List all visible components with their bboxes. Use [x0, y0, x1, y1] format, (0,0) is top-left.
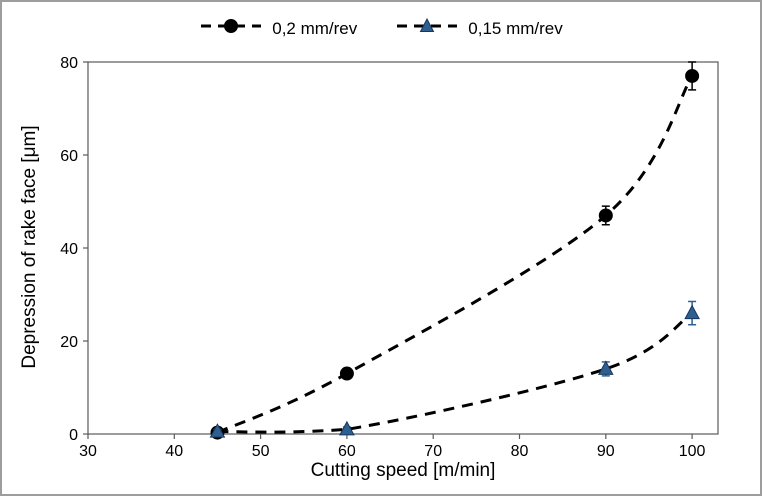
x-tick-label: 100 [679, 443, 706, 460]
series-0-circle-marker-icon [339, 366, 354, 381]
y-tick-label: 0 [69, 427, 78, 444]
series-0-circle-marker-icon [685, 68, 700, 83]
x-tick-label: 50 [252, 443, 270, 460]
legend-swatch-icon [397, 17, 458, 32]
legend-swatch-series-0 [199, 18, 263, 39]
triangle-marker-icon [419, 17, 435, 32]
legend-swatch-series-1 [395, 17, 459, 39]
series-1-triangle-marker-icon [684, 304, 700, 320]
series-line-1 [217, 311, 693, 434]
x-tick-label: 40 [165, 443, 183, 460]
y-tick-label: 80 [60, 55, 78, 72]
legend-label-series-1: 0,15 mm/rev [468, 18, 563, 38]
y-tick-label: 20 [60, 334, 78, 351]
legend-item-series-0: 0,2 mm/rev [199, 18, 357, 39]
y-tick-label: 60 [60, 148, 78, 165]
x-tick-label: 60 [338, 443, 356, 460]
y-tick-label: 40 [60, 241, 78, 258]
x-tick-label: 30 [79, 443, 97, 460]
plot-border [87, 61, 719, 435]
series-1-triangle-marker-icon [209, 423, 226, 438]
series-1-triangle-marker-icon [597, 360, 614, 375]
legend-label-series-0: 0,2 mm/rev [272, 18, 358, 38]
legend-item-series-1: 0,15 mm/rev [395, 17, 563, 39]
x-tick-label: 90 [597, 443, 615, 460]
y-axis-title: Depression of rake face [μm] [19, 125, 40, 369]
circle-marker-icon [224, 19, 239, 33]
series-0-circle-marker-icon [598, 208, 613, 223]
legend-swatch-icon [201, 19, 262, 33]
series-line-0 [216, 75, 694, 434]
legend: 0,2 mm/rev 0,15 mm/rev [2, 17, 760, 39]
x-tick-label: 70 [424, 443, 442, 460]
x-tick-label: 80 [511, 443, 529, 460]
x-axis-title: Cutting speed [m/min] [310, 460, 496, 481]
series-1-triangle-marker-icon [339, 420, 355, 436]
